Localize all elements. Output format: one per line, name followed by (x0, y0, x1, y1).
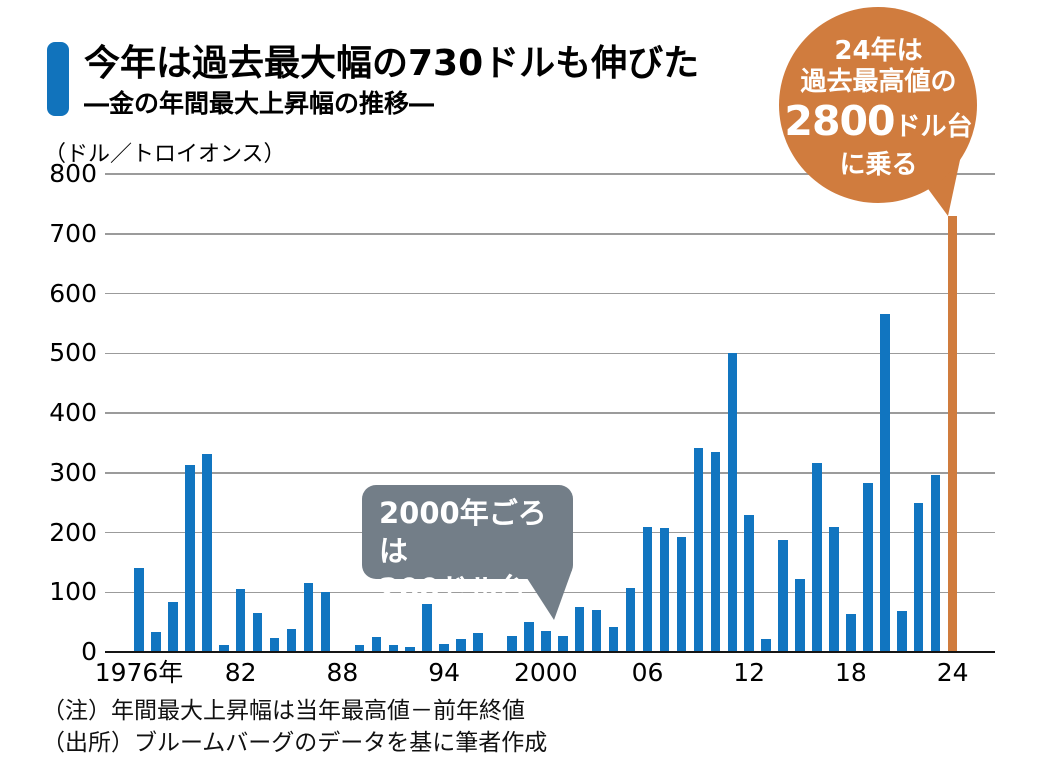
bar-2000 (541, 631, 551, 652)
bar-1986 (303, 583, 314, 652)
bar-1993 (422, 603, 432, 652)
y-tick-label-800: 800 (49, 159, 97, 188)
bar-1976 (134, 568, 144, 652)
y-tick-label-700: 700 (49, 218, 97, 248)
callout-2024-line2: 過去最高値の (800, 67, 957, 97)
bar-1984 (269, 638, 280, 652)
bar-1999 (524, 622, 534, 652)
callout-2000-line2: 200ドル台 (379, 572, 527, 606)
x-tick-label-2024: 24 (936, 658, 969, 687)
bar-1981 (219, 644, 229, 652)
callout-2024-line4: に乗る (839, 150, 918, 180)
x-tick-label-2012: 12 (733, 658, 766, 687)
callout-2024-line3: 2800ドル台 (778, 98, 979, 150)
bar-2015 (795, 578, 805, 652)
bar-2010 (710, 452, 721, 652)
bar-1990 (371, 637, 382, 652)
y-tick-label-600: 600 (49, 278, 97, 308)
bar-2006 (642, 526, 653, 652)
bar-1980 (202, 454, 212, 652)
y-tick-label-400: 400 (49, 398, 97, 427)
callout-2000-line1: 2000年ごろは (379, 496, 547, 568)
callout-2000-box: 2000年ごろは 200ドル台 (362, 485, 573, 606)
plot-area (105, 173, 995, 653)
bar-2013 (761, 639, 771, 652)
y-tick-label-0: 0 (81, 637, 97, 666)
title-accent-bar (47, 42, 69, 116)
callout-2024-big-suffix: ドル台 (894, 112, 973, 142)
bar-2003 (591, 609, 602, 652)
x-tick-label-2006: 06 (631, 658, 664, 687)
bar-2018 (846, 614, 856, 652)
grid-line-800 (105, 173, 995, 175)
bar-2024 (947, 215, 958, 652)
callout-2024-text: 24年は 過去最高値の 2800ドル台 に乗る (778, 36, 979, 181)
chart-title: 今年は過去最大幅の730ドルも伸びた (84, 43, 700, 84)
bar-1979 (185, 464, 195, 652)
bar-2016 (812, 463, 822, 652)
bar-1996 (473, 632, 483, 652)
bar-1995 (456, 639, 466, 652)
grid-line-500 (105, 352, 995, 354)
y-tick-label-500: 500 (49, 338, 97, 368)
bar-2005 (625, 588, 636, 652)
x-axis-line (105, 650, 995, 653)
bar-1982 (235, 589, 246, 652)
bar-1978 (168, 602, 178, 652)
bar-1998 (507, 635, 517, 652)
bar-2021 (897, 611, 907, 652)
bar-2011 (727, 353, 737, 652)
bar-1991 (388, 645, 398, 652)
callout-2024-big-number: 2800 (784, 97, 895, 145)
y-axis-unit-label: （ドル／トロイオンス） (44, 142, 286, 167)
grid-line-700 (105, 233, 995, 235)
x-tick-label-2018: 18 (834, 658, 867, 687)
bar-2007 (659, 527, 670, 652)
bar-1992 (405, 646, 415, 652)
bar-1994 (439, 644, 449, 652)
y-tick-label-300: 300 (49, 457, 97, 487)
y-tick-label-100: 100 (49, 577, 97, 607)
note-calculation: （注）年間最大上昇幅は当年最高値－前年終値 (42, 698, 525, 724)
bar-2008 (676, 537, 687, 652)
grid-line-300 (105, 472, 995, 474)
bar-1989 (354, 644, 365, 652)
bar-2020 (880, 314, 890, 652)
grid-line-600 (105, 292, 995, 295)
bar-2002 (574, 606, 585, 652)
bar-2022 (913, 502, 924, 652)
bar-2023 (930, 474, 941, 652)
bar-2014 (778, 540, 788, 652)
bar-2009 (693, 448, 704, 652)
y-tick-label-200: 200 (49, 517, 97, 547)
note-source: （出所）ブルームバーグのデータを基に筆者作成 (42, 730, 548, 756)
x-tick-label-1976: 1976年 (94, 658, 184, 687)
bar-2001 (558, 636, 568, 652)
chart-subtitle: ―金の年間最大上昇幅の推移― (84, 89, 435, 118)
x-tick-label-1982: 82 (224, 658, 257, 687)
bar-2019 (863, 482, 873, 652)
bar-2012 (744, 515, 754, 652)
bar-2017 (829, 527, 839, 652)
x-tick-label-1988: 88 (326, 658, 359, 687)
bar-1987 (320, 592, 331, 652)
x-tick-label-2000: 2000 (513, 658, 578, 687)
bar-1977 (151, 632, 161, 652)
bar-1983 (252, 612, 263, 652)
x-tick-label-1994: 94 (428, 658, 460, 687)
bar-2004 (608, 626, 619, 652)
grid-line-400 (105, 412, 995, 414)
callout-2024-line1: 24年は (834, 36, 923, 66)
bar-1985 (286, 628, 297, 652)
